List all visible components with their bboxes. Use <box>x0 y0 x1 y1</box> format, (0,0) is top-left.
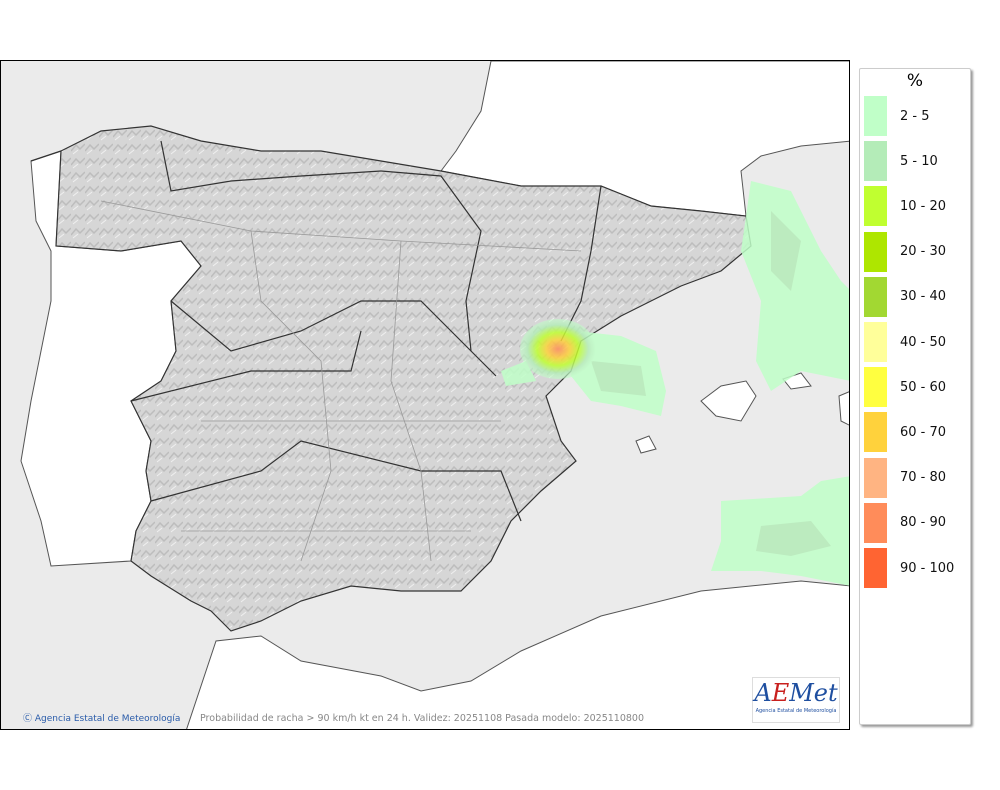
legend-label: 10 - 20 <box>900 198 947 214</box>
region-borders <box>130 140 602 522</box>
legend-swatch <box>864 457 887 498</box>
legend-item: 20 - 30 <box>864 231 947 272</box>
legend-item: 80 - 90 <box>864 502 947 543</box>
legend-swatch <box>864 548 887 588</box>
legend-label: 40 - 50 <box>900 334 947 350</box>
legend-label: 2 - 5 <box>900 108 930 124</box>
legend-label: 90 - 100 <box>900 560 955 576</box>
legend-item: 90 - 100 <box>864 548 954 588</box>
legend-label: 20 - 30 <box>900 244 947 260</box>
legend-swatch <box>864 412 887 453</box>
legend-item: 10 - 20 <box>864 186 947 227</box>
legend-item: 60 - 70 <box>864 412 947 453</box>
legend-label: 70 - 80 <box>900 470 947 486</box>
legend-swatch <box>864 141 887 182</box>
legend-item: 30 - 40 <box>864 276 947 317</box>
legend-swatch <box>864 96 887 136</box>
map[interactable]: Ⓒ Agencia Estatal de Meteorología Probab… <box>0 60 850 730</box>
gust-hotspot <box>520 319 596 379</box>
legend-swatch <box>864 322 887 362</box>
ibiza <box>635 435 657 454</box>
legend-unit: % <box>906 71 924 91</box>
africa-land <box>186 580 849 729</box>
legend-swatch <box>864 186 887 227</box>
legend-swatch <box>864 367 887 408</box>
agency-credit: Ⓒ Agencia Estatal de Meteorología <box>23 714 181 724</box>
legend-item: 40 - 50 <box>864 322 946 362</box>
legend-swatch <box>864 231 887 272</box>
copyright-icon: Ⓒ <box>23 714 33 724</box>
legend-label: 50 - 60 <box>900 379 947 395</box>
legend: % 2 - 5 5 - 10 10 - 20 20 - 30 30 - 40 40 - 5… <box>859 68 971 725</box>
map-canvas <box>20 61 849 729</box>
legend-label: 60 - 70 <box>900 424 947 440</box>
legend-swatch <box>864 276 887 317</box>
legend-label: 30 - 40 <box>900 289 947 305</box>
legend-item: 50 - 60 <box>864 367 947 408</box>
legend-label: 5 - 10 <box>900 153 938 169</box>
mallorca <box>700 380 757 422</box>
probability-areas <box>501 181 849 586</box>
legend-label: 80 - 90 <box>900 515 947 531</box>
legend-item: 5 - 10 <box>864 141 938 182</box>
sardinia <box>838 391 849 426</box>
legend-item: 70 - 80 <box>864 457 947 498</box>
map-caption: Probabilidad de racha > 90 km/h kt en 24… <box>200 713 645 724</box>
legend-swatch <box>864 502 887 543</box>
aemet-logo: AEMet Agencia Estatal de Meteorología <box>752 677 840 723</box>
legend-item: 2 - 5 <box>864 96 930 136</box>
province-borders <box>100 200 582 562</box>
